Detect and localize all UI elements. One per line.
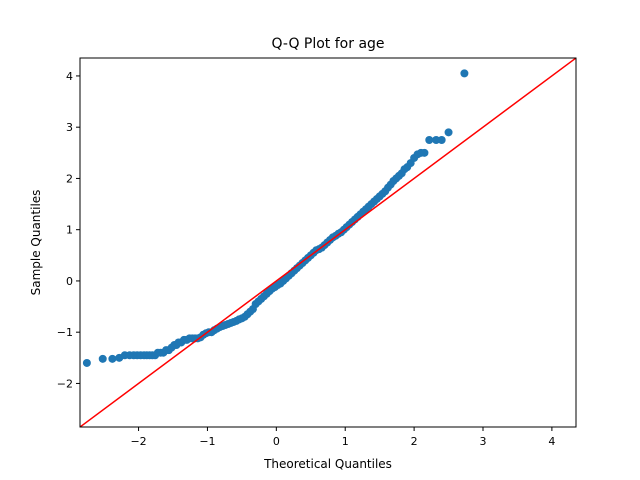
y-tick-label: 0 xyxy=(66,275,73,288)
x-tick-label: −2 xyxy=(130,435,146,448)
plot-area xyxy=(80,58,576,427)
x-axis-label: Theoretical Quantiles xyxy=(263,457,392,471)
x-tick-label: −1 xyxy=(199,435,215,448)
axes-frame xyxy=(79,57,577,428)
data-point xyxy=(460,69,469,78)
data-point xyxy=(437,136,446,144)
chart-title: Q-Q Plot for age xyxy=(271,36,384,52)
y-axis-label: Sample Quantiles xyxy=(29,190,43,296)
data-point xyxy=(108,354,117,363)
y-tick-label: 1 xyxy=(66,224,73,237)
y-tick-label: 2 xyxy=(66,172,73,185)
y-tick-label: −2 xyxy=(57,377,73,390)
data-point xyxy=(82,358,91,367)
x-tick-label: 3 xyxy=(480,435,487,448)
axis-ticks: −2 −1 0 1 2 3 4 −2 −1 0 1 2 3 4 xyxy=(57,70,556,448)
y-tick-label: 3 xyxy=(66,121,73,134)
reference-line xyxy=(80,58,576,427)
data-layer xyxy=(80,58,576,427)
x-tick-label: 4 xyxy=(548,435,555,448)
data-point xyxy=(432,136,441,144)
y-tick-label: 4 xyxy=(66,70,73,83)
x-tick-label: 1 xyxy=(342,435,349,448)
x-tick-label: 0 xyxy=(273,435,280,448)
data-point xyxy=(420,148,429,157)
data-point xyxy=(425,136,434,144)
data-point xyxy=(98,354,107,363)
y-tick-label: −1 xyxy=(57,326,73,339)
data-point xyxy=(444,128,453,137)
x-tick-label: 2 xyxy=(411,435,418,448)
